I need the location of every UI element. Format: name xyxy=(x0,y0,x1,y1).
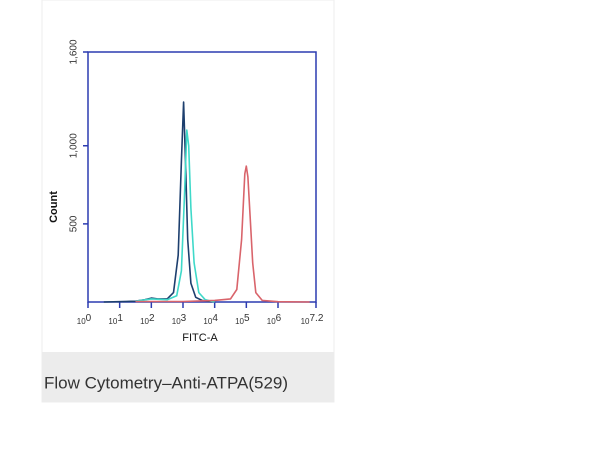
x-tick-base: 10 xyxy=(267,317,276,326)
x-tick-exponent: 4 xyxy=(212,313,218,324)
x-tick-label: 105 xyxy=(235,313,250,326)
x-tick-exponent: 1 xyxy=(117,313,123,324)
x-tick-base: 10 xyxy=(172,317,181,326)
x-tick-exponent: 0 xyxy=(86,313,92,324)
y-tick-label: 1,600 xyxy=(69,39,80,64)
x-tick-exponent: 3 xyxy=(181,313,187,324)
x-tick-base: 10 xyxy=(203,317,212,326)
x-tick-base: 10 xyxy=(77,317,86,326)
x-tick-base: 10 xyxy=(108,317,117,326)
y-tick-label: 1,000 xyxy=(69,133,80,158)
x-tick-label: 106 xyxy=(267,313,282,326)
x-tick-exponent: 7.2 xyxy=(310,313,324,324)
x-tick-label: 103 xyxy=(172,313,187,326)
series-line xyxy=(135,129,215,303)
x-tick-label: 102 xyxy=(140,313,155,326)
x-tick-label: 101 xyxy=(108,313,123,326)
x-tick-exponent: 5 xyxy=(244,313,250,324)
x-tick-base: 10 xyxy=(235,317,244,326)
x-tick-base: 10 xyxy=(301,317,310,326)
caption-band xyxy=(42,352,334,402)
x-tick-label: 100 xyxy=(77,313,92,326)
y-axis-label: Count xyxy=(48,191,60,223)
caption: Flow Cytometry–Anti-ATPA(529) xyxy=(44,373,288,392)
card xyxy=(41,0,335,403)
x-tick-exponent: 6 xyxy=(276,313,282,324)
x-tick-label: 104 xyxy=(203,313,218,326)
plot-frame xyxy=(87,51,317,303)
series-line xyxy=(135,165,310,303)
y-tick-label: 500 xyxy=(69,215,80,232)
x-tick-label: 107.2 xyxy=(301,313,324,326)
x-axis-label: FITC-A xyxy=(182,332,218,344)
x-tick-base: 10 xyxy=(140,317,149,326)
x-tick-exponent: 2 xyxy=(149,313,155,324)
